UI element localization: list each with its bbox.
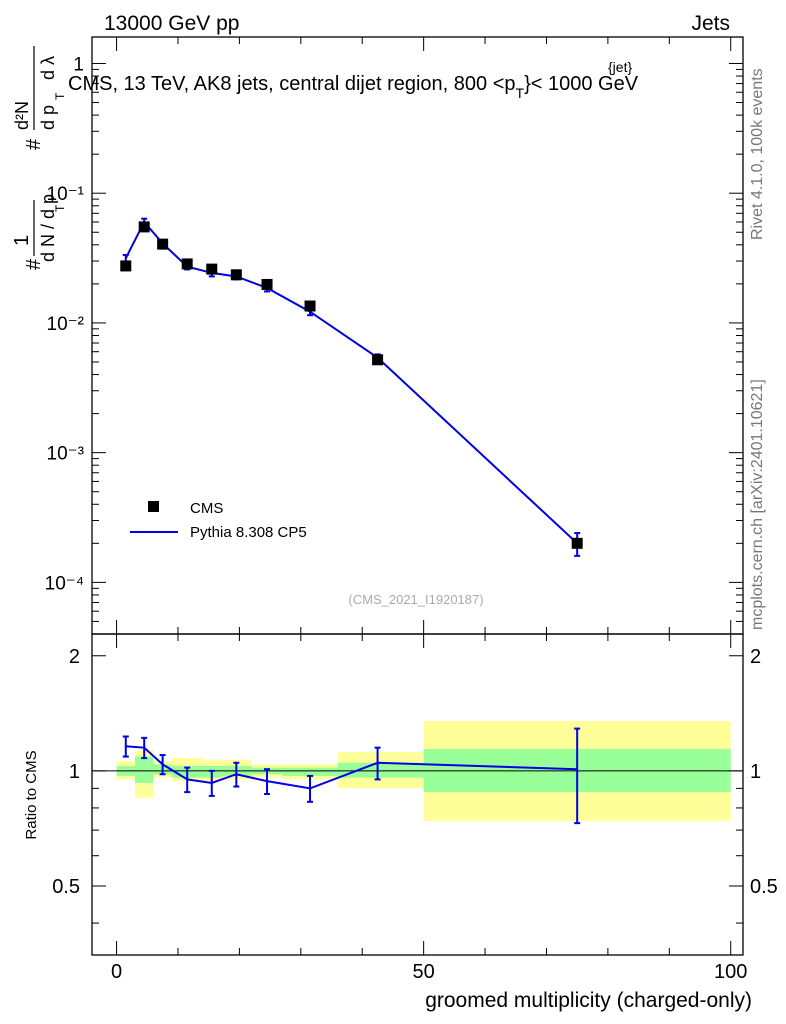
ylabel-dpt: d p [38,105,58,130]
data-point [138,221,150,233]
axes: 0 50 100 10⁻⁴ 10⁻³ 10⁻² 10⁻¹ 1 0.5 0.5 1 1 2 2 [45,37,778,983]
ratio-plot [122,727,581,825]
ylabel-dn: d N / d p [38,194,58,262]
y-tick-label: 1 [73,54,84,75]
rivet-label: Rivet 4.1.0, 100k events [749,68,766,240]
ratio-y-tick-label: 1 [69,761,80,783]
ratio-y-tick-label-right: 2 [750,646,761,668]
title-sup: {jet} [608,59,632,75]
header-left: 13000 GeV pp [104,12,239,35]
title-prefix: CMS, 13 TeV, AK8 jets, central dijet reg… [68,73,516,95]
data-point [120,260,132,272]
y-tick-label: 10⁻² [47,314,85,335]
band-inner-8 [337,762,424,778]
x-tick-label: 50 [413,961,435,983]
ylabel-d2n: d²N [12,101,32,130]
ratio-y-tick-label: 0.5 [52,876,80,898]
x-tick-label: 100 [714,961,747,983]
legend: CMS Pythia 8.308 CP5 [130,500,307,541]
analysis-id: (CMS_2021_I1920187) [348,592,483,607]
main-panel-frame [91,36,744,635]
ylabel-t: T [53,204,67,212]
ratio-ylabel: Ratio to CMS [23,750,40,839]
title-suffix: }< 1000 GeV [524,73,639,95]
band-inner-1 [134,756,154,783]
y-tick-label: 10⁻³ [47,444,85,465]
legend-data-marker [148,501,159,512]
title-sub: T [516,85,525,101]
ylabel-one: 1 [11,235,33,246]
mcplots-label: mcplots.cern.ch [arXiv:2401.10621] [749,379,766,630]
header-right: Jets [691,12,730,35]
data-point [181,258,193,270]
data-point [230,269,242,281]
legend-mc-label: Pythia 8.308 CP5 [190,524,307,541]
ratio-panel-frame [91,633,744,956]
main-ylabel: # 1 d N / d p T # d²N d p T d λ [11,46,67,270]
xlabel: groomed multiplicity (charged-only) [425,989,752,1012]
x-tick-label: 0 [111,961,122,983]
ylabel-t2: T [53,92,67,100]
data-point [571,537,583,549]
plot-title: CMS, 13 TeV, AK8 jets, central dijet reg… [68,73,639,101]
ratio-line [125,745,578,790]
y-tick-label: 10⁻⁴ [45,573,84,594]
data-point [372,354,384,366]
ratio-y-tick-label-right: 0.5 [750,876,778,898]
main-plot [120,217,583,557]
data-point [157,238,169,250]
data-point [304,300,316,312]
ylabel-hash2: # [23,138,45,150]
band-inner-7 [282,767,338,776]
ratio-y-tick-label: 2 [69,646,80,668]
ylabel-dl: d λ [38,56,58,80]
y-tick-label: 10⁻¹ [47,184,85,205]
ylabel-hash: # [23,258,45,270]
data-point [206,263,218,275]
data-point [261,278,273,290]
ratio-y-tick-label-right: 1 [750,761,761,783]
mc-line [124,220,578,545]
legend-data-label: CMS [190,500,223,517]
